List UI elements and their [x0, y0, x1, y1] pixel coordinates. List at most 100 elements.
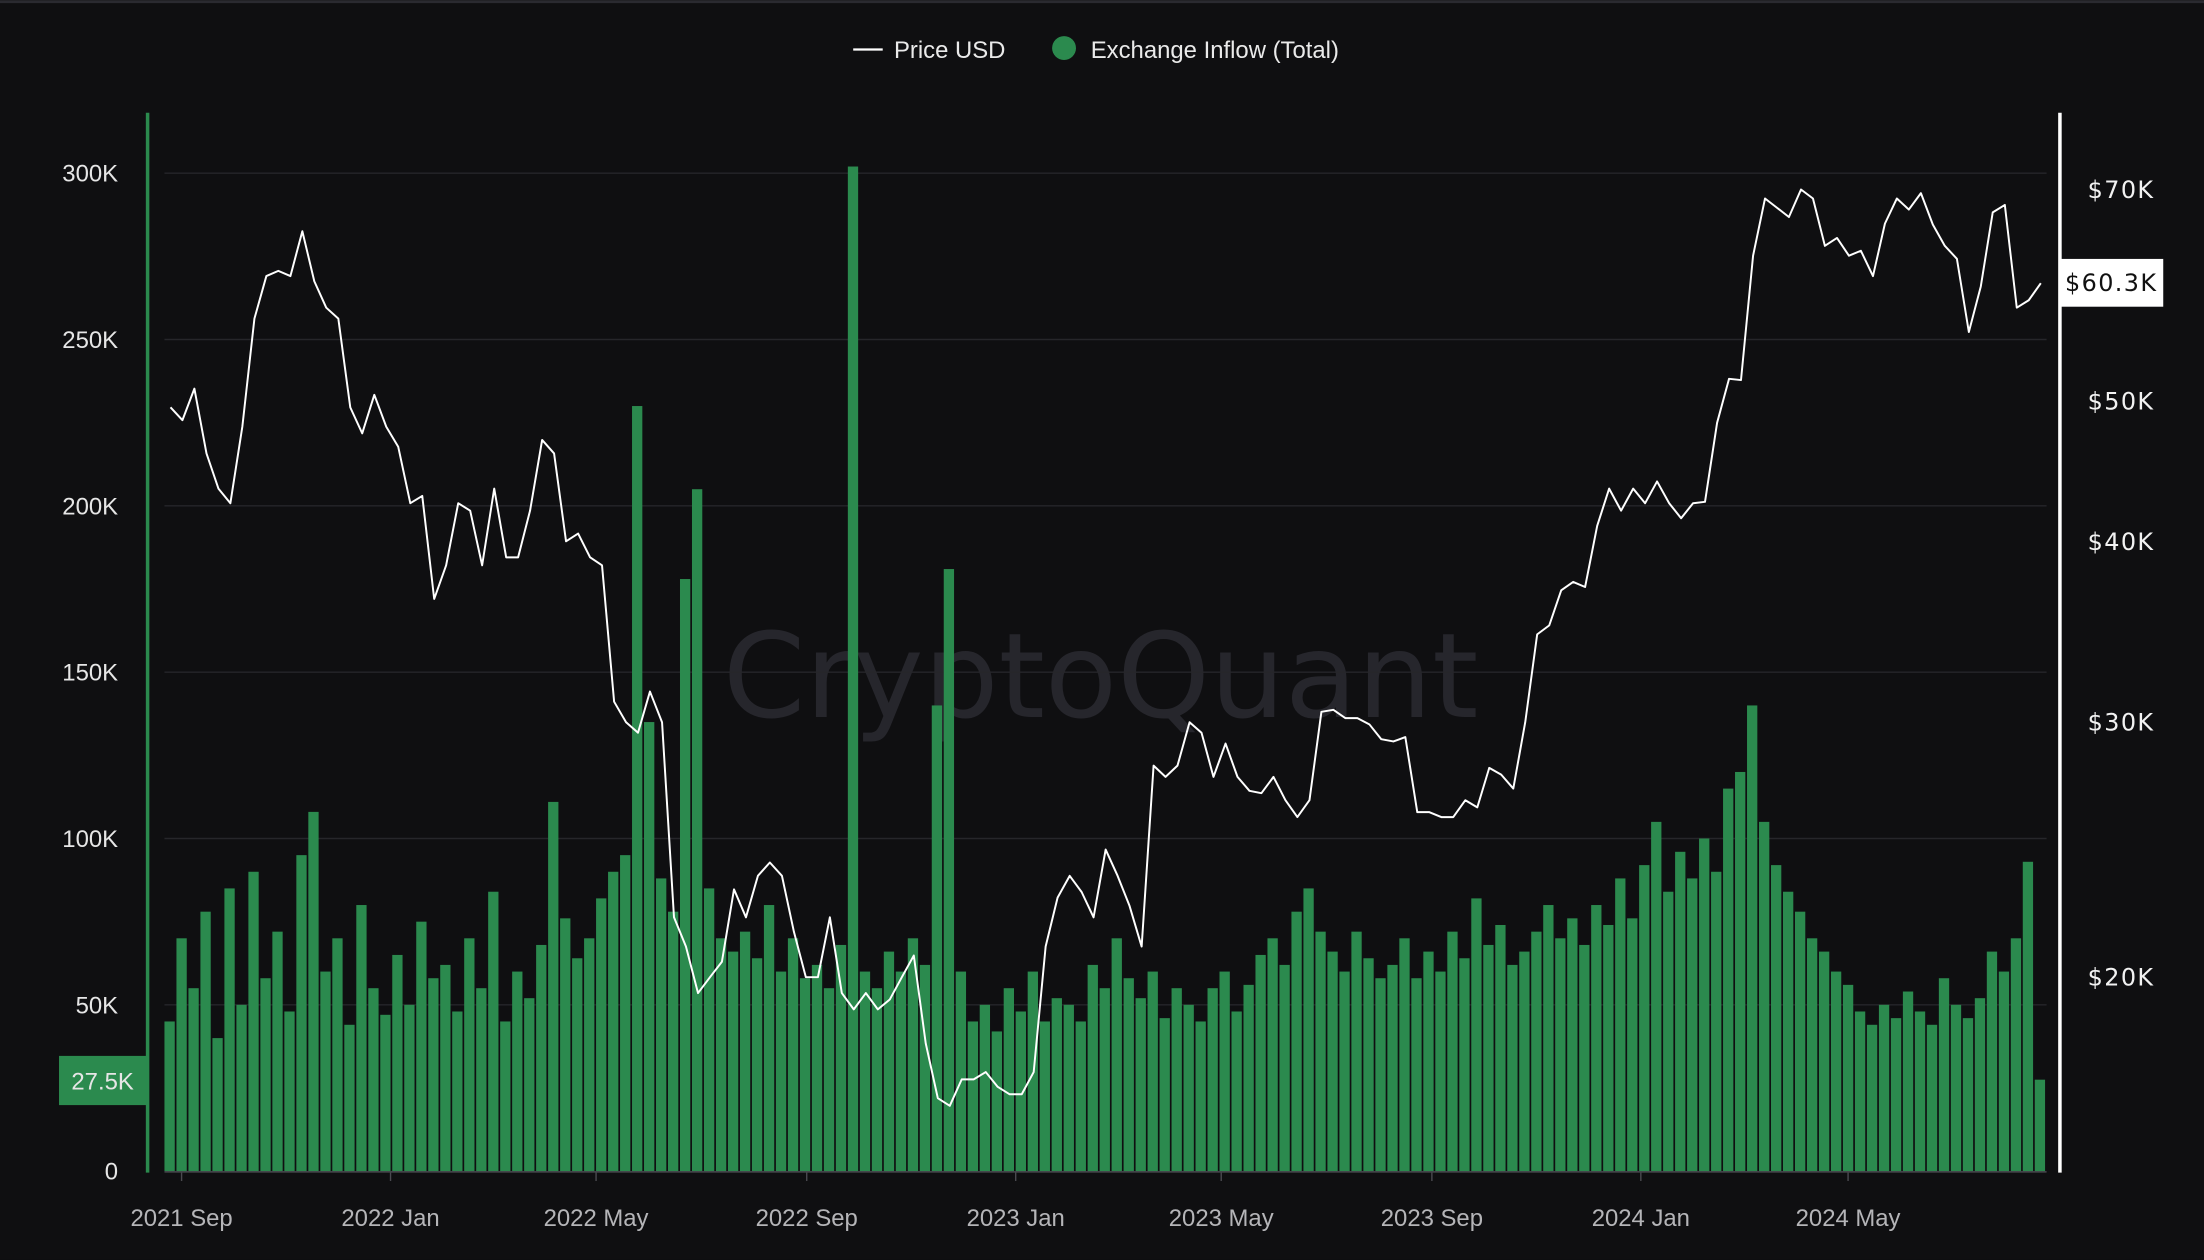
inflow-bar — [1003, 988, 1015, 1172]
inflow-bar — [1195, 1021, 1206, 1172]
inflow-bar — [1699, 838, 1710, 1172]
inflow-bar — [727, 951, 739, 1172]
legend-item-inflow[interactable]: Exchange Inflow (Total) — [1052, 36, 1339, 64]
x-tick-label: 2024 May — [1796, 1205, 1901, 1232]
inflow-bar — [1243, 984, 1254, 1172]
inflow-bar — [2010, 938, 2022, 1172]
inflow-bar — [2022, 861, 2034, 1172]
inflow-bar — [656, 878, 667, 1172]
inflow-bar — [1087, 964, 1098, 1172]
inflow-bar — [1159, 1018, 1170, 1172]
inflow-bar — [1531, 931, 1542, 1172]
left-axis-ticks: 0 50K 100K 150K 200K 250K 300K — [62, 161, 118, 1186]
inflow-bar — [404, 1004, 415, 1172]
inflow-bar — [1854, 1011, 1866, 1172]
inflow-bar — [1782, 891, 1794, 1172]
inflow-bar — [1507, 964, 1518, 1172]
inflow-bar — [871, 988, 883, 1172]
inflow-bar — [428, 978, 439, 1172]
inflow-bar — [835, 944, 847, 1172]
inflow-bar — [176, 938, 187, 1172]
inflow-bar — [224, 888, 235, 1172]
inflow-bar — [644, 722, 655, 1172]
inflow-bar — [1806, 938, 1818, 1172]
inflow-bar — [452, 1011, 463, 1172]
inflow-bar — [344, 1024, 355, 1172]
inflow-bar — [1962, 1018, 1974, 1172]
inflow-bar — [943, 569, 955, 1172]
x-axis-ticks: 2021 Sep 2022 Jan 2022 May 2022 Sep 2023 Jan… — [130, 1172, 1901, 1232]
inflow-bar — [1591, 905, 1602, 1172]
inflow-bar — [308, 811, 319, 1172]
inflow-bar — [1315, 931, 1326, 1172]
inflow-bar — [1435, 971, 1446, 1172]
inflow-bar — [356, 905, 367, 1172]
inflow-bar — [296, 855, 307, 1172]
inflow-bar — [620, 855, 631, 1172]
inflow-bar — [332, 938, 343, 1172]
inflow-current-value: 27.5K — [71, 1069, 133, 1096]
inflow-bar — [1555, 938, 1566, 1172]
inflow-bar — [1794, 911, 1806, 1172]
inflow-bar — [1219, 971, 1230, 1172]
inflow-bar — [1015, 1011, 1026, 1172]
legend-label-inflow: Exchange Inflow (Total) — [1091, 37, 1339, 64]
top-border — [0, 0, 2204, 4]
inflow-bar — [1255, 954, 1266, 1172]
legend: Price USD Exchange Inflow (Total) — [853, 36, 1339, 64]
inflow-bar — [1938, 978, 1950, 1172]
inflow-bar — [895, 971, 907, 1172]
inflow-bar — [1866, 1024, 1878, 1172]
inflow-bar — [1890, 1018, 1902, 1172]
inflow-bar — [1902, 991, 1914, 1172]
inflow-bar — [715, 938, 727, 1172]
watermark: CryptoQuant — [723, 607, 1479, 745]
inflow-bar — [1986, 951, 1998, 1172]
inflow-bar — [416, 921, 427, 1172]
inflow-bar — [679, 579, 691, 1172]
inflow-bars — [164, 166, 2046, 1172]
x-tick-label: 2023 Sep — [1381, 1205, 1483, 1232]
inflow-bar — [212, 1038, 223, 1172]
inflow-bar — [1495, 924, 1506, 1172]
inflow-bar — [859, 971, 871, 1172]
inflow-bar — [1735, 771, 1746, 1172]
inflow-bar — [1051, 998, 1062, 1172]
inflow-bar — [883, 951, 895, 1172]
inflow-bar — [524, 998, 535, 1172]
inflow-bar — [1387, 964, 1398, 1172]
inflow-bar — [1914, 1011, 1926, 1172]
inflow-bar — [500, 1021, 511, 1172]
left-tick-label: 150K — [62, 660, 118, 687]
inflow-bar — [1603, 924, 1614, 1172]
inflow-bar — [799, 978, 811, 1172]
inflow-bar — [1459, 958, 1470, 1172]
inflow-bar — [1483, 944, 1494, 1172]
inflow-bar — [608, 871, 619, 1172]
legend-item-price[interactable]: Price USD — [853, 37, 1005, 64]
inflow-bar — [1135, 998, 1146, 1172]
inflow-bar — [248, 871, 259, 1172]
inflow-bar — [931, 705, 943, 1172]
inflow-bar — [739, 931, 751, 1172]
inflow-bar — [1579, 944, 1590, 1172]
inflow-bar — [1423, 951, 1434, 1172]
right-tick-label: $20K — [2088, 964, 2155, 992]
inflow-bar — [1147, 971, 1158, 1172]
inflow-bar — [236, 1004, 247, 1172]
inflow-bar — [847, 166, 859, 1172]
x-tick-label: 2023 Jan — [967, 1205, 1065, 1232]
inflow-bar — [596, 898, 607, 1172]
inflow-bar — [1267, 938, 1278, 1172]
inflow-bar — [763, 905, 775, 1172]
inflow-bar — [1711, 871, 1722, 1172]
inflow-bar — [164, 1021, 175, 1172]
inflow-bar — [476, 988, 487, 1172]
inflow-bar — [1327, 951, 1338, 1172]
left-tick-label: 0 — [105, 1159, 118, 1186]
left-tick-label: 200K — [62, 493, 118, 520]
inflow-bar — [1663, 891, 1674, 1172]
right-tick-label: $40K — [2088, 528, 2155, 556]
inflow-bar — [488, 891, 499, 1172]
inflow-bar — [368, 988, 379, 1172]
